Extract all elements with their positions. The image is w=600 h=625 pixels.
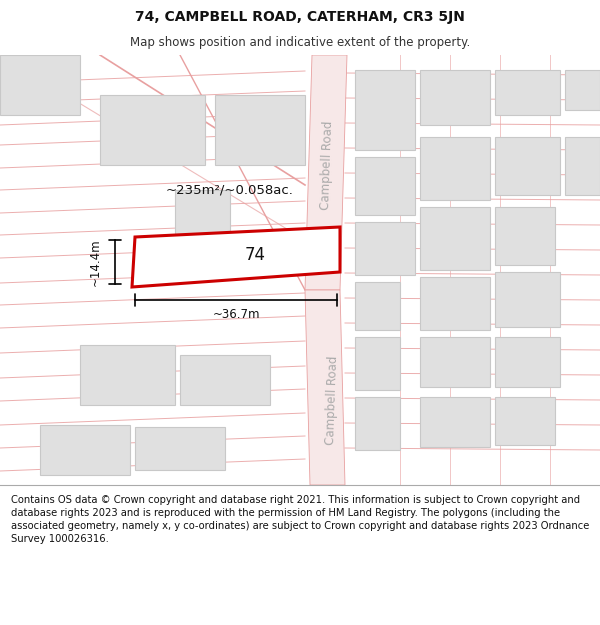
Text: ~235m²/~0.058ac.: ~235m²/~0.058ac. <box>166 184 294 196</box>
Polygon shape <box>180 355 270 405</box>
Polygon shape <box>565 137 600 195</box>
Polygon shape <box>495 207 555 265</box>
Polygon shape <box>420 397 490 447</box>
Polygon shape <box>80 345 175 405</box>
Text: Campbell Road: Campbell Road <box>319 120 335 210</box>
Text: 74, CAMPBELL ROAD, CATERHAM, CR3 5JN: 74, CAMPBELL ROAD, CATERHAM, CR3 5JN <box>135 9 465 24</box>
Polygon shape <box>355 397 400 450</box>
Text: ~14.4m: ~14.4m <box>89 238 101 286</box>
Polygon shape <box>420 207 490 270</box>
Polygon shape <box>420 137 490 200</box>
Polygon shape <box>495 70 560 115</box>
Polygon shape <box>495 397 555 445</box>
Polygon shape <box>420 337 490 387</box>
Polygon shape <box>135 427 225 470</box>
Polygon shape <box>0 55 80 115</box>
Polygon shape <box>420 70 490 125</box>
Polygon shape <box>495 337 560 387</box>
Text: Contains OS data © Crown copyright and database right 2021. This information is : Contains OS data © Crown copyright and d… <box>11 495 589 544</box>
Text: ~36.7m: ~36.7m <box>212 309 260 321</box>
Polygon shape <box>495 272 560 327</box>
Polygon shape <box>355 337 400 390</box>
Text: Campbell Road: Campbell Road <box>324 355 340 445</box>
Polygon shape <box>305 290 345 485</box>
Polygon shape <box>100 95 205 165</box>
Polygon shape <box>40 425 130 475</box>
Polygon shape <box>215 95 305 165</box>
Polygon shape <box>305 55 347 290</box>
Polygon shape <box>355 70 415 150</box>
Polygon shape <box>132 227 340 287</box>
Polygon shape <box>495 137 560 195</box>
Polygon shape <box>175 190 230 240</box>
Polygon shape <box>565 70 600 110</box>
Polygon shape <box>355 157 415 215</box>
Polygon shape <box>355 282 400 330</box>
Polygon shape <box>420 277 490 330</box>
Text: 74: 74 <box>245 246 265 264</box>
Polygon shape <box>355 222 415 275</box>
Text: Map shows position and indicative extent of the property.: Map shows position and indicative extent… <box>130 36 470 49</box>
